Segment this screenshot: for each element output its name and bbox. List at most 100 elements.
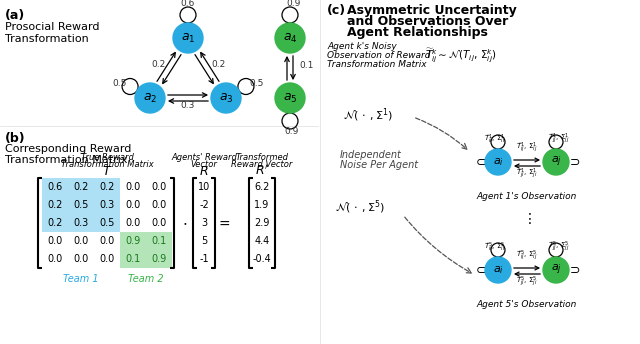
Text: $a_2$: $a_2$ — [143, 92, 157, 105]
Text: $a_j$: $a_j$ — [550, 263, 561, 277]
Text: Observation of Reward: Observation of Reward — [327, 51, 431, 60]
Bar — [42, 178, 120, 232]
Text: 0.3: 0.3 — [74, 218, 88, 228]
Text: 10: 10 — [198, 182, 210, 192]
Text: 0.0: 0.0 — [125, 200, 141, 210]
Text: Transformation Matrix: Transformation Matrix — [5, 155, 127, 165]
Text: True Reward: True Reward — [81, 153, 133, 162]
Circle shape — [173, 23, 203, 53]
Circle shape — [211, 83, 241, 113]
Text: $\mathcal{N}(\,\cdot\,,\Sigma^5)$: $\mathcal{N}(\,\cdot\,,\Sigma^5)$ — [335, 198, 385, 216]
Text: 0.0: 0.0 — [47, 236, 63, 246]
Text: 0.0: 0.0 — [74, 254, 88, 264]
Text: 0.3: 0.3 — [181, 101, 195, 110]
Circle shape — [275, 83, 305, 113]
Text: 0.2: 0.2 — [151, 60, 165, 69]
Text: 0.2: 0.2 — [47, 218, 63, 228]
Text: 0.2: 0.2 — [99, 182, 115, 192]
Text: 0.0: 0.0 — [125, 218, 141, 228]
Text: (a): (a) — [5, 9, 25, 22]
Text: Asymmetric Uncertainty: Asymmetric Uncertainty — [347, 4, 516, 17]
Text: Reward Vector: Reward Vector — [231, 160, 292, 169]
Text: 2.9: 2.9 — [254, 218, 269, 228]
Text: Agents' Reward: Agents' Reward — [171, 153, 237, 162]
Text: 0.0: 0.0 — [47, 254, 63, 264]
Text: $a_1$: $a_1$ — [181, 31, 195, 45]
Text: Transformation Matrix: Transformation Matrix — [61, 160, 154, 169]
Text: 0.1: 0.1 — [152, 236, 166, 246]
Text: Corresponding Reward: Corresponding Reward — [5, 144, 131, 154]
Text: Team 2: Team 2 — [128, 274, 164, 284]
Text: 4.4: 4.4 — [254, 236, 269, 246]
Text: $\widetilde{T}^5_{ij},\,\Sigma^5_{ij}$: $\widetilde{T}^5_{ij},\,\Sigma^5_{ij}$ — [516, 249, 538, 263]
Text: 0.3: 0.3 — [99, 200, 115, 210]
Text: 3: 3 — [201, 218, 207, 228]
Text: 0.0: 0.0 — [152, 200, 166, 210]
Text: 0.0: 0.0 — [99, 254, 115, 264]
Text: Independent: Independent — [340, 150, 402, 160]
Text: 0.1: 0.1 — [299, 61, 314, 70]
Text: 0.5: 0.5 — [113, 78, 127, 87]
Text: 0.0: 0.0 — [125, 182, 141, 192]
Text: $a_j$: $a_j$ — [550, 155, 561, 169]
Circle shape — [485, 257, 511, 283]
Text: 0.0: 0.0 — [152, 218, 166, 228]
Text: Transformation: Transformation — [5, 34, 89, 44]
Text: $\cdot$: $\cdot$ — [182, 215, 188, 230]
Text: Agent k's Noisy: Agent k's Noisy — [327, 42, 397, 51]
Circle shape — [543, 149, 569, 175]
Text: -0.4: -0.4 — [253, 254, 271, 264]
Text: $\widetilde{T}^1_{ii},\,\Sigma^1_{ii}$: $\widetilde{T}^1_{ii},\,\Sigma^1_{ii}$ — [484, 132, 506, 146]
Text: 0.1: 0.1 — [125, 254, 141, 264]
Text: $\supset$: $\supset$ — [567, 155, 581, 169]
Circle shape — [543, 257, 569, 283]
Text: $\widetilde{T}^k_{ij} \sim \mathcal{N}(T_{ij},\, \Sigma^k_{ij})$: $\widetilde{T}^k_{ij} \sim \mathcal{N}(T… — [425, 47, 497, 65]
Text: Prosocial Reward: Prosocial Reward — [5, 22, 99, 32]
Text: Agent 1's Observation: Agent 1's Observation — [477, 192, 577, 201]
Text: -2: -2 — [199, 200, 209, 210]
Text: $a_5$: $a_5$ — [283, 92, 297, 105]
Text: 0.6: 0.6 — [47, 182, 63, 192]
Text: $\supset$: $\supset$ — [567, 264, 581, 277]
Text: $\subset$: $\subset$ — [473, 155, 487, 169]
Text: $\widetilde{T}^1_{ij},\,\Sigma^1_{ij}$: $\widetilde{T}^1_{ij},\,\Sigma^1_{ij}$ — [516, 141, 538, 155]
Text: (b): (b) — [5, 132, 26, 145]
Text: $\mathcal{N}(\,\cdot\,,\Sigma^1)$: $\mathcal{N}(\,\cdot\,,\Sigma^1)$ — [343, 106, 393, 124]
Text: 0.2: 0.2 — [74, 182, 89, 192]
Text: $a_4$: $a_4$ — [283, 31, 298, 45]
Text: 0.5: 0.5 — [249, 78, 264, 87]
Text: $a_3$: $a_3$ — [219, 92, 233, 105]
Text: 5: 5 — [201, 236, 207, 246]
Text: Agent Relationships: Agent Relationships — [347, 26, 488, 39]
Text: (c): (c) — [327, 4, 346, 17]
Text: $a_i$: $a_i$ — [493, 264, 504, 276]
Text: 0.5: 0.5 — [99, 218, 115, 228]
Text: 1.9: 1.9 — [254, 200, 269, 210]
Text: 0.2: 0.2 — [47, 200, 63, 210]
Circle shape — [275, 23, 305, 53]
Circle shape — [485, 149, 511, 175]
Text: $\widetilde{T}^1_{ji},\,\Sigma^1_{ji}$: $\widetilde{T}^1_{ji},\,\Sigma^1_{ji}$ — [516, 167, 538, 181]
Text: 0.9: 0.9 — [287, 0, 301, 9]
Text: 0.9: 0.9 — [152, 254, 166, 264]
Bar — [120, 232, 172, 268]
Text: 0.0: 0.0 — [152, 182, 166, 192]
Text: Transformed: Transformed — [236, 153, 289, 162]
Text: 0.6: 0.6 — [181, 0, 195, 9]
Text: $\vdots$: $\vdots$ — [522, 211, 532, 226]
Text: 0.2: 0.2 — [212, 60, 226, 69]
Text: $R'$: $R'$ — [255, 163, 269, 178]
Text: and Observations Over: and Observations Over — [347, 15, 508, 28]
Text: $\widetilde{T}^1_{jj},\,\Sigma^1_{jj}$: $\widetilde{T}^1_{jj},\,\Sigma^1_{jj}$ — [548, 132, 570, 146]
Text: Vector: Vector — [191, 160, 218, 169]
Text: $a_i$: $a_i$ — [493, 156, 504, 168]
Text: 0.9: 0.9 — [125, 236, 141, 246]
Text: $\widetilde{T}^5_{jj},\,\Sigma^5_{jj}$: $\widetilde{T}^5_{jj},\,\Sigma^5_{jj}$ — [548, 240, 570, 254]
Text: $T$: $T$ — [102, 165, 112, 178]
Text: -1: -1 — [199, 254, 209, 264]
Text: $\subset$: $\subset$ — [473, 264, 487, 277]
Text: $=$: $=$ — [216, 216, 230, 230]
Circle shape — [135, 83, 165, 113]
Text: $R$: $R$ — [199, 165, 209, 178]
Text: Transformation Matrix: Transformation Matrix — [327, 60, 427, 69]
